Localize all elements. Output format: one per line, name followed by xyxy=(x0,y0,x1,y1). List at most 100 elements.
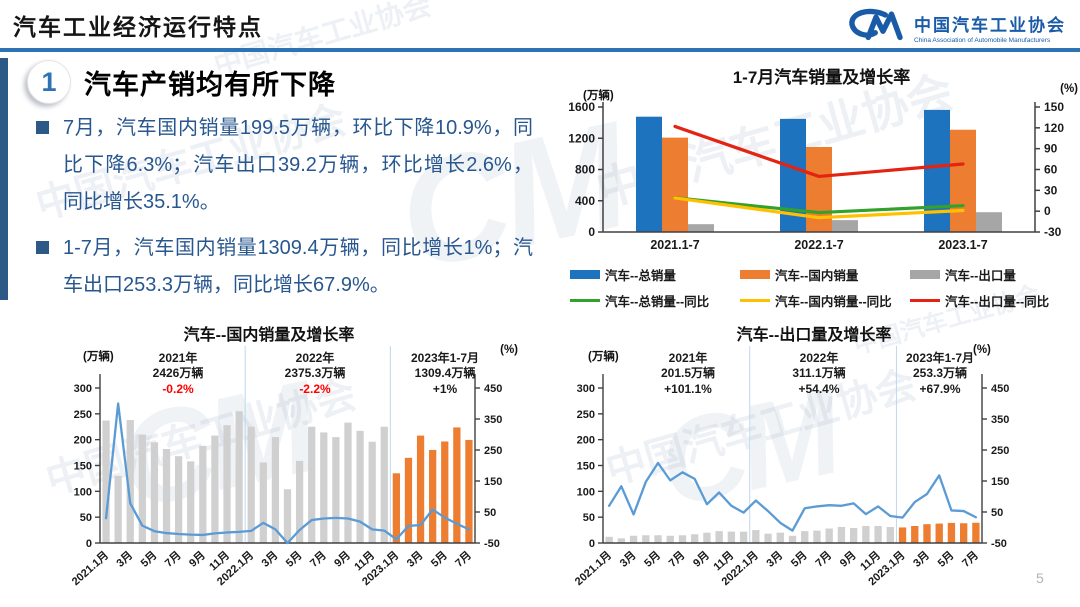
right-axis-unit: (%) xyxy=(500,344,518,356)
bullet-square-icon xyxy=(36,121,49,134)
svg-text:200: 200 xyxy=(577,435,595,447)
svg-text:90: 90 xyxy=(1044,142,1058,156)
line-swatch-icon xyxy=(740,298,770,303)
axes xyxy=(598,374,987,544)
summary-sales-chart: 1-7月汽车销量及增长率 (万辆) (%) 0 400 800 1200 1600 -30… xyxy=(563,60,1080,315)
legend-line-row: 汽车--总销量--同比 汽车--国内销量--同比 汽车--出口量--同比 xyxy=(563,291,1080,310)
svg-text:30: 30 xyxy=(1044,183,1058,197)
month-bars xyxy=(605,522,980,543)
legend-item-汽车--总销量: 汽车--总销量 xyxy=(570,265,740,284)
svg-text:50: 50 xyxy=(484,507,496,519)
svg-text:-50: -50 xyxy=(484,538,500,550)
svg-text:0: 0 xyxy=(1044,204,1051,218)
svg-text:2023年1-7月: 2023年1-7月 xyxy=(411,350,479,365)
legend-item-汽车--总销量--同比: 汽车--总销量--同比 xyxy=(570,291,740,310)
svg-text:201.5万辆: 201.5万辆 xyxy=(661,365,715,380)
svg-text:0: 0 xyxy=(86,538,92,550)
svg-text:9月: 9月 xyxy=(691,549,712,570)
bullet-square-icon xyxy=(36,241,49,254)
export-chart-canvas: 0 50 100 150 200 250 300 -50 50 150 250 350 450 2021.… xyxy=(572,346,1009,589)
svg-text:-50: -50 xyxy=(991,538,1007,550)
growth-rate-line xyxy=(104,402,471,545)
line-汽车--总销量--同比 xyxy=(673,196,965,215)
svg-text:150: 150 xyxy=(577,461,595,473)
left-axis-unit: (万辆) xyxy=(588,351,619,363)
axes xyxy=(598,102,1040,233)
right-axis-unit: (%) xyxy=(973,344,991,356)
svg-text:250: 250 xyxy=(484,445,502,457)
svg-text:1200: 1200 xyxy=(568,131,595,145)
bar-swatch-icon xyxy=(740,270,770,279)
svg-text:150: 150 xyxy=(484,476,502,488)
svg-text:9月: 9月 xyxy=(332,549,353,570)
svg-text:+67.9%: +67.9% xyxy=(919,382,960,396)
svg-text:250: 250 xyxy=(74,409,92,421)
svg-text:+54.4%: +54.4% xyxy=(798,382,839,396)
bullet-text: 1-7月，汽车国内销量1309.4万辆，同比增长1%；汽车出口253.3万辆，同… xyxy=(63,237,533,296)
chart-legend: 汽车--总销量 汽车--国内销量 汽车--出口量 汽车--总销量--同比 汽车--国内… xyxy=(563,265,1080,317)
bullet-text: 7月，汽车国内销量199.5万辆，环比下降10.9%，同比下降6.3%；汽车出口… xyxy=(63,117,533,213)
legend-label: 汽车--国内销量--同比 xyxy=(775,295,892,309)
line-swatch-icon xyxy=(910,298,940,303)
svg-text:-2.2%: -2.2% xyxy=(299,382,331,396)
svg-text:3月: 3月 xyxy=(617,549,638,570)
svg-text:9月: 9月 xyxy=(186,549,207,570)
svg-text:250: 250 xyxy=(577,409,595,421)
domestic-sales-chart: 汽车--国内销量及增长率 (万辆) (%) 0 50 100 150 200 250 300… xyxy=(8,318,530,607)
svg-text:150: 150 xyxy=(991,476,1009,488)
category-labels: 2021.1-7 2022.1-7 2023.1-7 xyxy=(650,238,987,252)
line-swatch-icon xyxy=(570,298,600,303)
svg-text:2021年: 2021年 xyxy=(669,350,708,365)
svg-text:300: 300 xyxy=(577,383,595,395)
bar-swatch-icon xyxy=(570,270,600,279)
svg-text:300: 300 xyxy=(74,383,92,395)
logo-org-name-en: China Association of Automobile Manufact… xyxy=(914,37,1051,44)
caam-cm-icon xyxy=(845,4,907,51)
domestic-chart-canvas: 0 50 100 150 200 250 300 -50 50 150 250 350 450 2021.… xyxy=(69,346,502,589)
svg-text:2022.1-7: 2022.1-7 xyxy=(794,238,843,252)
header-divider xyxy=(0,48,1080,52)
growth-rate-line xyxy=(607,461,978,532)
svg-text:2021.1-7: 2021.1-7 xyxy=(650,238,699,252)
svg-text:2021.1月: 2021.1月 xyxy=(572,549,614,589)
svg-text:9月: 9月 xyxy=(837,549,858,570)
svg-text:120: 120 xyxy=(1044,121,1064,135)
chart-title: 汽车--出口量及增长率 xyxy=(736,327,892,344)
bar-swatch-icon xyxy=(910,270,940,279)
svg-text:7月: 7月 xyxy=(666,549,687,570)
svg-text:60: 60 xyxy=(1044,163,1058,177)
svg-text:5月: 5月 xyxy=(138,549,159,570)
chart-title: 汽车--国内销量及增长率 xyxy=(183,327,355,344)
svg-text:400: 400 xyxy=(575,194,595,208)
svg-text:50: 50 xyxy=(991,507,1003,519)
svg-text:253.3万辆: 253.3万辆 xyxy=(913,365,967,380)
svg-text:350: 350 xyxy=(484,414,502,426)
svg-text:450: 450 xyxy=(991,383,1009,395)
left-axis-unit: (万辆) xyxy=(83,351,114,363)
svg-text:7月: 7月 xyxy=(959,549,980,570)
legend-label: 汽车--出口量--同比 xyxy=(945,295,1050,309)
svg-text:150: 150 xyxy=(74,461,92,473)
year-separators xyxy=(749,346,897,543)
year-separators xyxy=(244,346,391,543)
svg-text:2375.3万辆: 2375.3万辆 xyxy=(285,365,346,380)
svg-text:800: 800 xyxy=(575,163,595,177)
line-汽车--出口量--同比 xyxy=(673,124,965,179)
left-axis-unit: (万辆) xyxy=(583,90,614,102)
right-axis-ticks: -30 0 30 60 90 120 150 xyxy=(1044,102,1064,239)
svg-text:3月: 3月 xyxy=(404,549,425,570)
svg-text:50: 50 xyxy=(583,512,595,524)
legend-item-汽车--国内销量: 汽车--国内销量 xyxy=(740,265,910,284)
bullet-item: 1-7月，汽车国内销量1309.4万辆，同比增长1%；汽车出口253.3万辆，同… xyxy=(36,230,533,304)
export-volume-chart: 汽车--出口量及增长率 (万辆) (%) 0 50 100 150 200 250 300 -… xyxy=(548,318,1080,607)
right-axis-ticks: -50 50 150 250 350 450 xyxy=(484,383,502,550)
svg-text:5月: 5月 xyxy=(428,549,449,570)
section-accent-bar xyxy=(0,58,8,300)
svg-text:250: 250 xyxy=(991,445,1009,457)
